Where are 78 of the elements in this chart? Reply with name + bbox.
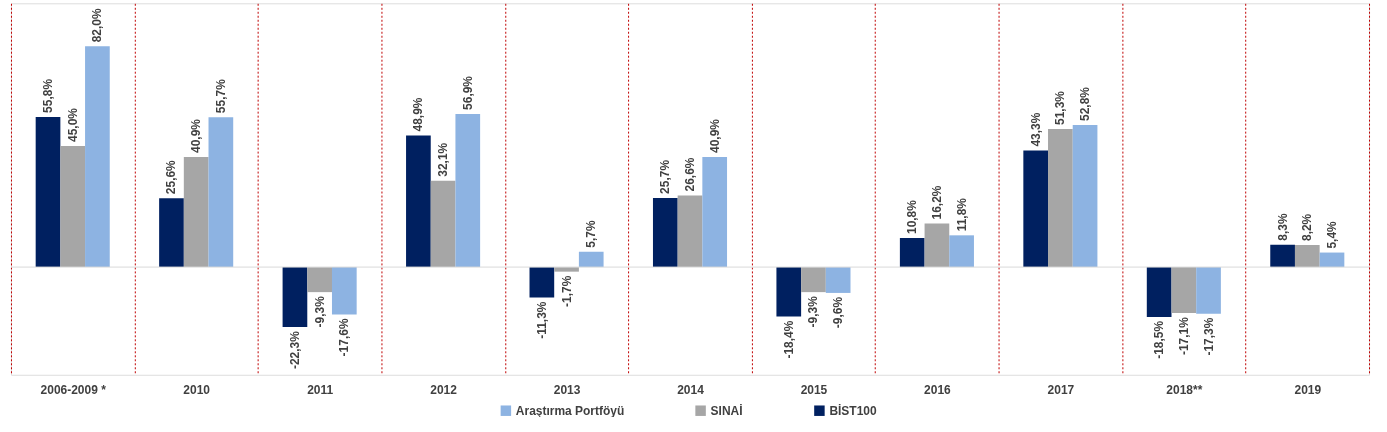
data-label: 10,8% — [905, 199, 920, 235]
x-tick-label: 2015 — [800, 383, 828, 398]
data-label: 25,7% — [658, 159, 673, 194]
x-tick-label: 2006-2009 * — [40, 383, 107, 398]
data-label: 48,9% — [411, 97, 426, 132]
legend-label: BİST100 — [829, 402, 877, 418]
bar — [1048, 129, 1073, 268]
data-label: -1,7% — [559, 275, 574, 307]
legend-label: SINAİ — [710, 402, 743, 418]
bar — [677, 195, 703, 268]
bar — [949, 235, 974, 268]
x-tick-label: 2018** — [1166, 383, 1203, 398]
data-label: -9,3% — [806, 295, 821, 328]
data-label: 82,0% — [90, 8, 105, 43]
data-label: 26,6% — [683, 157, 697, 192]
data-label: 8,3% — [1275, 213, 1290, 241]
data-label: 8,2% — [1300, 213, 1315, 242]
bar — [578, 251, 604, 268]
bar — [529, 267, 555, 298]
bar — [208, 117, 234, 268]
data-label: 16,2% — [929, 185, 944, 220]
bar — [801, 267, 826, 293]
x-tick-label: 2014 — [677, 383, 705, 398]
data-label: -17,3% — [1201, 317, 1216, 356]
bar — [455, 113, 481, 268]
bar — [430, 180, 456, 268]
bar — [1023, 150, 1049, 268]
data-label: 56,9% — [460, 75, 475, 110]
data-label: 11,8% — [954, 197, 969, 232]
legend-label: Araştırma Portföyü — [515, 403, 625, 418]
data-label: 5,4% — [1324, 220, 1339, 249]
data-label: 5,7% — [584, 220, 599, 248]
data-label: -17,6% — [337, 318, 352, 357]
data-label: -17,1% — [1176, 316, 1191, 356]
bar — [1196, 267, 1221, 314]
data-label: -9,3% — [312, 295, 327, 328]
x-tick-label: 2010 — [183, 383, 211, 398]
data-label: 40,9% — [707, 118, 722, 153]
bar — [85, 46, 110, 268]
data-label: 52,8% — [1078, 86, 1093, 121]
bar — [159, 198, 184, 268]
bar — [307, 267, 332, 293]
bar — [183, 157, 209, 268]
bar — [1294, 245, 1320, 268]
data-label: 55,7% — [213, 78, 228, 114]
bar — [825, 267, 851, 293]
bar — [35, 116, 61, 268]
x-tick-label: 2017 — [1047, 383, 1075, 398]
bar — [924, 223, 950, 268]
data-label: 25,6% — [164, 159, 179, 195]
x-tick-label: 2016 — [924, 383, 952, 398]
bar — [1270, 244, 1295, 268]
x-tick-label: 2011 — [307, 383, 334, 398]
bar — [652, 197, 678, 268]
data-label: -9,6% — [831, 296, 846, 329]
bar — [331, 267, 357, 315]
bar — [1146, 267, 1172, 317]
bar — [899, 238, 925, 268]
data-label: 51,3% — [1053, 90, 1068, 126]
data-label: 55,8% — [41, 78, 56, 113]
bar — [1072, 124, 1098, 268]
bar — [282, 267, 308, 328]
data-label: 43,3% — [1028, 112, 1043, 147]
data-label: -18,5% — [1152, 320, 1167, 359]
bar — [702, 157, 728, 268]
data-label: 32,1% — [436, 142, 451, 177]
x-tick-label: 2012 — [430, 383, 458, 398]
data-label: -18,4% — [781, 320, 796, 359]
bar — [60, 145, 86, 268]
x-tick-label: 2013 — [553, 383, 581, 398]
x-tick-label: 2019 — [1294, 383, 1322, 398]
bar — [406, 135, 431, 268]
data-label: -11,3% — [534, 301, 549, 339]
data-label: 45,0% — [65, 107, 80, 142]
data-label: -22,3% — [287, 330, 302, 370]
bar — [776, 267, 802, 317]
data-label: 40,9% — [189, 118, 204, 153]
bar — [1171, 267, 1197, 314]
